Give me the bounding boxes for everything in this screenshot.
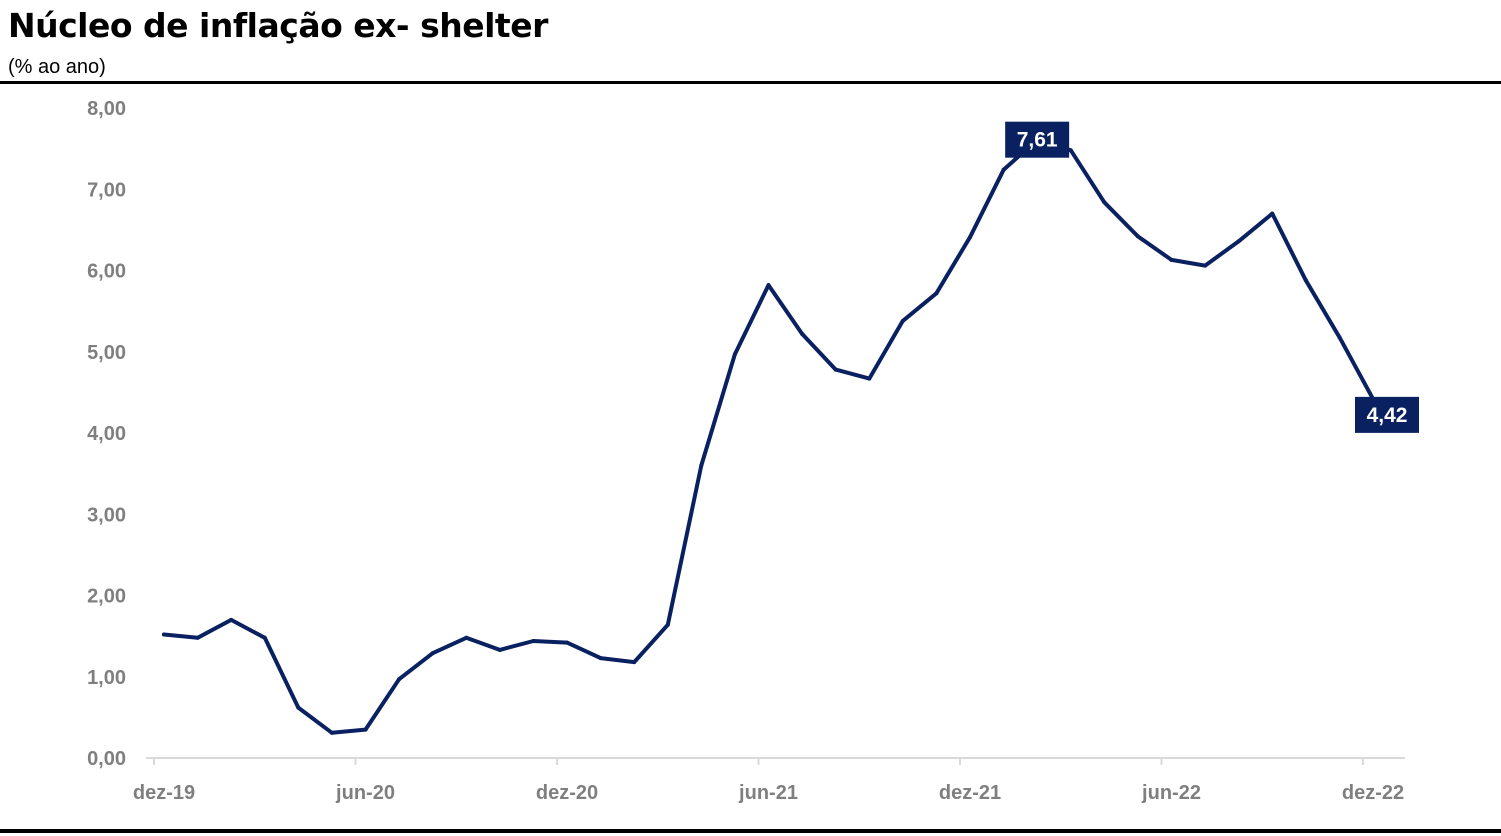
- data-label: 7,61: [1005, 121, 1070, 158]
- y-tick-label: 1,00: [87, 667, 126, 689]
- data-point: [397, 677, 402, 682]
- data-labels-group: 7,61 4,42: [1005, 121, 1419, 433]
- data-point: [800, 331, 805, 336]
- y-tick-label: 3,00: [87, 504, 126, 526]
- data-point: [497, 647, 502, 652]
- data-point: [598, 656, 603, 661]
- x-tick-label: jun-21: [738, 782, 798, 804]
- y-tick-label: 0,00: [87, 748, 126, 770]
- data-point: [1169, 257, 1174, 262]
- data-point: [464, 635, 469, 640]
- data-point: [732, 352, 737, 357]
- x-tick-label: dez-21: [939, 782, 1001, 804]
- data-point: [900, 318, 905, 323]
- x-tick-label: dez-22: [1342, 782, 1404, 804]
- y-axis-labels: 0,00 1,00 2,00 3,00 4,00 5,00 6,00 7,00 8,00: [87, 98, 126, 770]
- x-tick-label: dez-20: [536, 782, 598, 804]
- data-point: [1068, 148, 1073, 153]
- data-point: [665, 622, 670, 627]
- data-point: [1102, 200, 1107, 205]
- data-point: [1337, 335, 1342, 340]
- x-axis-labels: dez-19 jun-20 dez-20 jun-21 dez-21 jun-22 dez-…: [133, 782, 1404, 804]
- data-point: [867, 376, 872, 381]
- chart-subtitle: (% ao ano): [8, 56, 106, 78]
- y-tick-label: 5,00: [87, 342, 126, 364]
- x-tick-label: jun-20: [335, 782, 395, 804]
- y-tick-label: 2,00: [87, 586, 126, 608]
- data-point: [1303, 278, 1308, 283]
- data-point: [363, 727, 368, 732]
- data-point: [531, 639, 536, 643]
- data-point: [296, 705, 301, 710]
- x-axis-ticks: [153, 758, 1364, 765]
- series-line: [162, 137, 1375, 735]
- data-label-box: [1005, 121, 1070, 158]
- data-point: [1135, 234, 1140, 239]
- data-point: [1203, 263, 1208, 268]
- chart-title: Núcleo de inflação ex- shelter: [8, 6, 548, 45]
- data-point: [699, 463, 704, 468]
- bottom-rule: [0, 829, 1501, 833]
- data-point: [329, 730, 334, 735]
- x-tick-label: dez-19: [133, 782, 195, 804]
- data-point: [934, 291, 939, 296]
- data-point: [766, 283, 771, 288]
- data-point: [1236, 239, 1241, 244]
- data-point: [430, 651, 435, 656]
- data-point: [162, 632, 166, 637]
- data-point: [1270, 211, 1275, 216]
- data-label-box: [1355, 396, 1419, 433]
- data-point: [968, 235, 972, 240]
- data-point: [195, 635, 200, 640]
- data-point: [229, 617, 234, 622]
- data-label-text: 7,61: [1017, 129, 1058, 152]
- data-point: [1001, 167, 1006, 172]
- x-tick-label: jun-22: [1141, 782, 1201, 804]
- data-label-text: 4,42: [1367, 404, 1408, 427]
- data-point: [632, 660, 637, 665]
- data-point: [262, 635, 267, 640]
- y-tick-label: 7,00: [87, 179, 126, 201]
- data-point: [833, 367, 838, 372]
- y-tick-label: 4,00: [87, 423, 126, 445]
- y-tick-label: 6,00: [87, 261, 126, 283]
- data-label: 4,42: [1355, 396, 1419, 433]
- y-tick-label: 8,00: [87, 98, 126, 120]
- top-rule: [0, 81, 1501, 84]
- series-group: [162, 137, 1375, 735]
- data-point: [565, 640, 569, 645]
